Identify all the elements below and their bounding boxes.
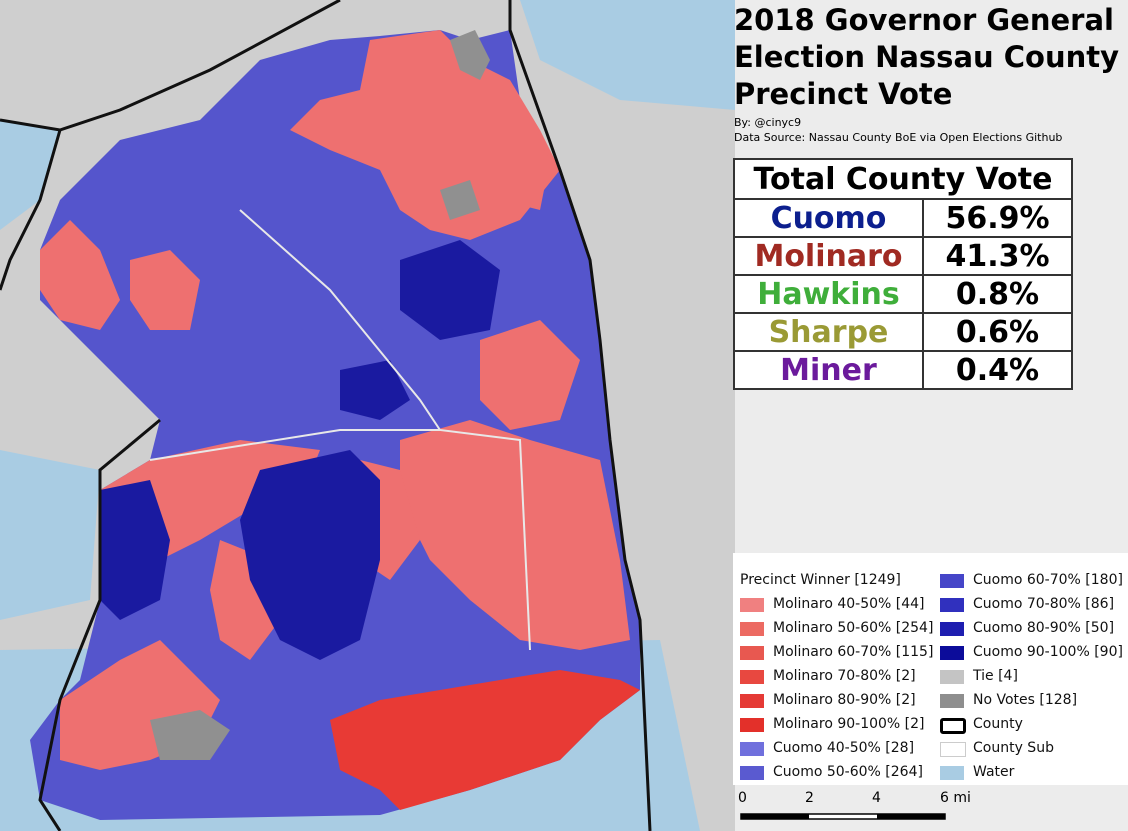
legend-label: Cuomo 50-60% [264] bbox=[773, 764, 923, 780]
legend-swatch bbox=[940, 670, 964, 684]
cuomo-strong-areas bbox=[100, 240, 500, 660]
table-header: Total County Vote bbox=[733, 158, 1073, 200]
candidate: Hawkins bbox=[733, 274, 924, 314]
vote-share: 0.6% bbox=[922, 312, 1073, 352]
byline: By: @cinyc9 bbox=[734, 116, 802, 129]
legend-label: Cuomo 80-90% [50] bbox=[973, 620, 1115, 636]
candidate: Cuomo bbox=[733, 198, 924, 238]
water bbox=[0, 120, 60, 230]
legend-swatch bbox=[940, 622, 964, 636]
vote-share: 0.8% bbox=[922, 274, 1073, 314]
legend-label: Water bbox=[973, 764, 1015, 780]
legend-swatch bbox=[940, 766, 964, 780]
no-votes-areas bbox=[150, 30, 490, 760]
legend-swatch bbox=[740, 598, 764, 612]
legend-swatch bbox=[740, 622, 764, 636]
county-lines bbox=[0, 0, 652, 831]
vote-share: 0.4% bbox=[922, 350, 1073, 390]
legend-swatch bbox=[940, 694, 964, 708]
legend-swatch bbox=[740, 646, 764, 660]
legend-label: No Votes [128] bbox=[973, 692, 1078, 708]
legend: Precinct Winner [1249] Molinaro 40-50% [… bbox=[733, 553, 1128, 785]
legend-label: Cuomo 60-70% [180] bbox=[973, 572, 1123, 588]
scale-bar-segment bbox=[877, 814, 945, 819]
legend-label: County Sub bbox=[973, 740, 1054, 756]
legend-label: County bbox=[973, 716, 1023, 732]
legend-swatch bbox=[940, 574, 964, 588]
scale-label: 6 mi bbox=[940, 790, 971, 806]
legend-label: Molinaro 50-60% [254] bbox=[773, 620, 934, 636]
legend-label: Molinaro 90-100% [2] bbox=[773, 716, 925, 732]
legend-label: Molinaro 70-80% [2] bbox=[773, 668, 916, 684]
scale-label: 4 bbox=[872, 790, 881, 806]
title: 2018 Governor General Election Nassau Co… bbox=[734, 3, 1120, 111]
legend-label: Molinaro 80-90% [2] bbox=[773, 692, 916, 708]
legend-swatch bbox=[740, 718, 764, 732]
scale-bar bbox=[740, 813, 946, 820]
vote-share: 56.9% bbox=[922, 198, 1073, 238]
legend-swatch bbox=[940, 742, 966, 757]
legend-label: Cuomo 70-80% [86] bbox=[973, 596, 1115, 612]
legend-swatch bbox=[740, 766, 764, 780]
legend-label: Molinaro 60-70% [115] bbox=[773, 644, 934, 660]
county-sub-lines bbox=[149, 209, 531, 651]
candidate: Miner bbox=[733, 350, 924, 390]
candidate: Sharpe bbox=[733, 312, 924, 352]
candidate: Molinaro bbox=[733, 236, 924, 276]
map bbox=[0, 0, 735, 831]
legend-label: Tie [4] bbox=[973, 668, 1018, 684]
legend-swatch bbox=[740, 742, 764, 756]
source: Data Source: Nassau County BoE via Open … bbox=[734, 131, 1063, 144]
legend-label: Molinaro 40-50% [44] bbox=[773, 596, 925, 612]
scale-label: 0 bbox=[738, 790, 747, 806]
vote-share: 41.3% bbox=[922, 236, 1073, 276]
legend-swatch bbox=[940, 598, 964, 612]
molinaro-strong-areas bbox=[330, 670, 640, 810]
legend-swatch bbox=[740, 694, 764, 708]
water bbox=[0, 450, 100, 620]
legend-title: Precinct Winner [1249] bbox=[740, 572, 901, 588]
scale-label: 2 bbox=[805, 790, 814, 806]
scale-bar-segment bbox=[741, 814, 809, 819]
legend-label: Cuomo 40-50% [28] bbox=[773, 740, 915, 756]
legend-swatch bbox=[940, 646, 964, 660]
legend-swatch bbox=[740, 670, 764, 684]
results-table: Total County Vote Cuomo 56.9% Molinaro 41.… bbox=[733, 158, 1073, 390]
legend-label: Cuomo 90-100% [90] bbox=[973, 644, 1123, 660]
legend-swatch bbox=[940, 718, 966, 734]
